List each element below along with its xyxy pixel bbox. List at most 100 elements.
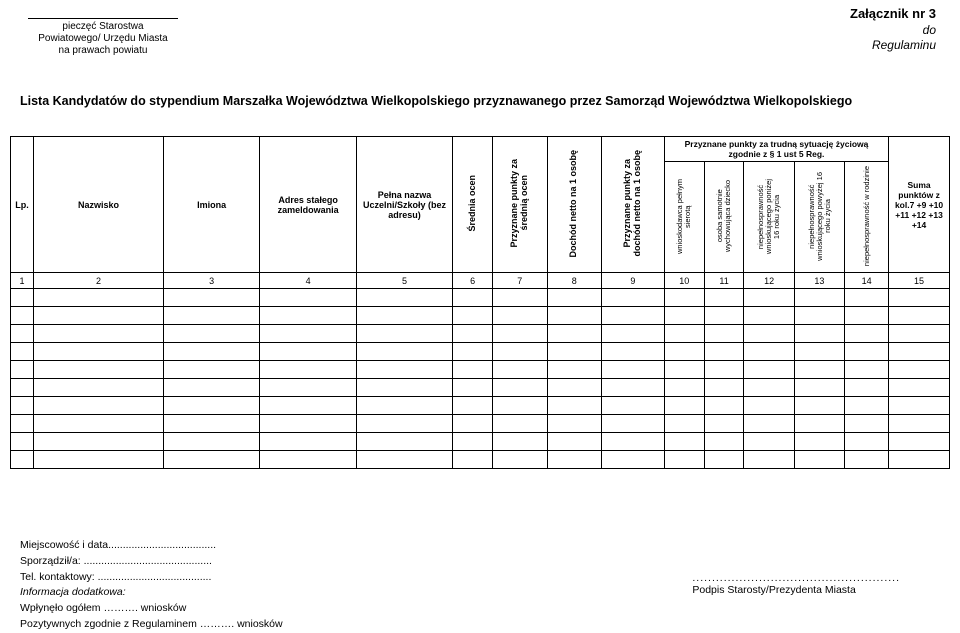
table-cell — [547, 325, 601, 343]
table-cell — [601, 361, 664, 379]
table-cell — [794, 325, 844, 343]
signature-dots: ........................................… — [692, 572, 900, 584]
col-pkt-srednia: Przyznane punkty zaśrednią ocen — [493, 137, 547, 273]
footer-miejscowosc: Miejscowość i data......................… — [20, 538, 283, 554]
col-dochod: Dochód netto na 1 osobę — [547, 137, 601, 273]
table-cell — [704, 307, 744, 325]
table-cell — [664, 343, 704, 361]
table-cell — [744, 433, 794, 451]
num-cell: 2 — [34, 273, 164, 289]
table-cell — [163, 289, 259, 307]
table-cell — [260, 451, 356, 469]
number-row: 1 2 3 4 5 6 7 8 9 10 11 12 13 14 15 — [11, 273, 950, 289]
table-cell — [744, 451, 794, 469]
table-cell — [260, 307, 356, 325]
table-cell — [601, 415, 664, 433]
table-cell — [889, 415, 950, 433]
table-cell — [34, 451, 164, 469]
table-row — [11, 379, 950, 397]
num-cell: 7 — [493, 273, 547, 289]
table-body — [11, 289, 950, 469]
table-cell — [356, 361, 452, 379]
table-cell — [794, 307, 844, 325]
table-cell — [547, 451, 601, 469]
table-cell — [704, 361, 744, 379]
col-uczelnia: Pełna nazwa Uczelni/Szkoły (bez adresu) — [356, 137, 452, 273]
table-cell — [744, 379, 794, 397]
table-row — [11, 307, 950, 325]
table-cell — [163, 415, 259, 433]
signature-label: Podpis Starosty/Prezydenta Miasta — [692, 584, 900, 596]
table-cell — [356, 433, 452, 451]
table-cell — [664, 397, 704, 415]
table-cell — [453, 433, 493, 451]
table-cell — [704, 397, 744, 415]
table-cell — [493, 307, 547, 325]
table-cell — [260, 325, 356, 343]
table-cell — [493, 451, 547, 469]
table-cell — [11, 433, 34, 451]
table-cell — [889, 433, 950, 451]
table-cell — [453, 451, 493, 469]
table-cell — [704, 289, 744, 307]
table-cell — [704, 343, 744, 361]
table-cell — [547, 289, 601, 307]
col-pkt-dochod-text: Przyznane punkty zadochód netto na 1 oso… — [623, 148, 643, 259]
table-cell — [260, 415, 356, 433]
footer-pozytywnych: Pozytywnych zgodnie z Regulaminem ………. w… — [20, 617, 283, 633]
table-cell — [11, 379, 34, 397]
table-cell — [601, 289, 664, 307]
table-cell — [744, 307, 794, 325]
table-cell — [744, 289, 794, 307]
attachment-to: do — [850, 23, 936, 39]
num-cell: 11 — [704, 273, 744, 289]
candidates-table: Lp. Nazwisko Imiona Adres stałego zameld… — [10, 136, 950, 469]
col-srednia: Średnia ocen — [453, 137, 493, 273]
table-cell — [11, 325, 34, 343]
table-cell — [664, 433, 704, 451]
table-cell — [889, 451, 950, 469]
table-cell — [794, 451, 844, 469]
table-cell — [601, 325, 664, 343]
table-cell — [260, 289, 356, 307]
table-cell — [845, 415, 889, 433]
col-pkt-srednia-text: Przyznane punkty zaśrednią ocen — [510, 157, 530, 250]
table-row — [11, 397, 950, 415]
attachment-reg: Regulaminu — [850, 38, 936, 54]
num-cell: 15 — [889, 273, 950, 289]
table-cell — [704, 433, 744, 451]
table-cell — [744, 325, 794, 343]
attachment-block: Załącznik nr 3 do Regulaminu — [850, 6, 936, 54]
table-cell — [845, 289, 889, 307]
table-cell — [453, 289, 493, 307]
table-cell — [163, 379, 259, 397]
table-cell — [163, 433, 259, 451]
num-cell: 3 — [163, 273, 259, 289]
table-cell — [11, 397, 34, 415]
table-cell — [453, 343, 493, 361]
table-cell — [664, 379, 704, 397]
table-cell — [453, 325, 493, 343]
table-cell — [453, 379, 493, 397]
table-cell — [453, 415, 493, 433]
footer-wplynelo: Wpłynęło ogółem ………. wniosków — [20, 601, 283, 617]
table-cell — [356, 343, 452, 361]
table-cell — [744, 343, 794, 361]
table-cell — [845, 451, 889, 469]
table-cell — [889, 379, 950, 397]
stamp-area: pieczęć Starostwa Powiatowego/ Urzędu Mi… — [28, 18, 178, 57]
table-cell — [34, 325, 164, 343]
table-cell — [356, 307, 452, 325]
num-cell: 13 — [794, 273, 844, 289]
attachment-title: Załącznik nr 3 — [850, 6, 936, 23]
table-row — [11, 325, 950, 343]
table-cell — [845, 307, 889, 325]
table-cell — [453, 361, 493, 379]
table-cell — [889, 289, 950, 307]
table-cell — [547, 397, 601, 415]
table-cell — [794, 343, 844, 361]
signature-block: ........................................… — [692, 572, 900, 596]
col-g2-text: osoba samotniewychowująca dziecko — [716, 178, 732, 254]
stamp-line3: na prawach powiatu — [28, 45, 178, 57]
table-cell — [34, 289, 164, 307]
